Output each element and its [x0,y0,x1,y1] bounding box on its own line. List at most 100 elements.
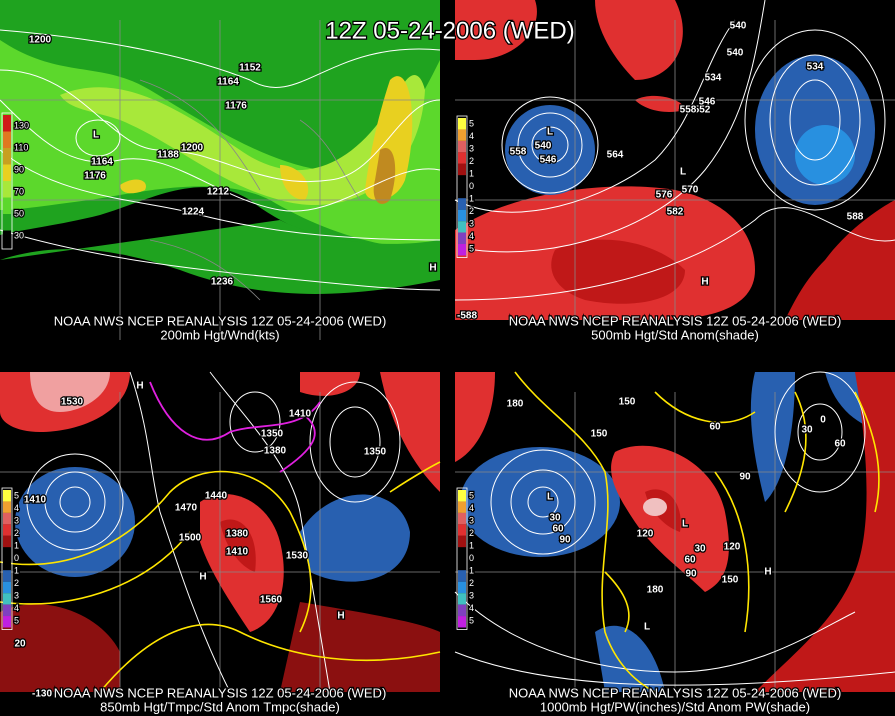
legend-label: 1 [469,566,474,576]
legend-swatch [3,604,11,617]
contour-label: 90 [739,472,751,483]
legend-label: 2 [14,578,19,588]
contour-label: 1152 [239,63,261,74]
legend-label: 30 [14,230,24,240]
contour-label: 90 [685,569,697,580]
caption-line2: 850mb Hgt/Tmpc/Std Anom Tmpc(shade) [100,699,340,714]
legend-label: 0 [14,553,19,563]
contour-label: 30 [549,513,561,524]
contour-label: 1410 [24,495,47,506]
legend-swatch [458,535,466,548]
contour-label: 564 [607,150,624,161]
legend-swatch [3,214,11,231]
legend-label: 5 [469,119,474,129]
legend-swatch [458,524,466,536]
legend-frame [456,487,468,630]
panel-1000mb: NOAA NWS NCEP REANALYSIS 12Z 05-24-2006 … [454,371,895,716]
contour-label: 150 [591,429,608,440]
contour-label: 540 [535,141,552,152]
contour-label: 60 [834,439,846,450]
legend-swatch [3,181,11,198]
legend-swatch [458,118,466,130]
contour-label: 1470 [175,503,198,514]
title: 12Z 05-24-2006 (WED) [325,17,574,44]
legend-label: 2 [469,156,474,166]
contour-label: 90 [559,535,571,546]
contour-label: 60 [552,524,564,535]
legend-label: 1 [14,541,19,551]
legend-label: 4 [469,603,474,613]
contour-label: 1164 [217,77,239,88]
contour-label: 1500 [179,533,202,544]
contour-label: 1410 [226,547,249,558]
legend-label: 3 [469,219,474,229]
legend-swatch [458,152,466,164]
contour-label: H [701,277,708,288]
contour-label: 570 [682,185,699,196]
caption-line1: NOAA NWS NCEP REANALYSIS 12Z 05-24-2006 … [509,685,842,700]
contour-label: L [93,130,99,141]
legend-swatch [458,140,466,153]
legend-label: 70 [14,186,24,196]
legend-swatch [458,616,466,628]
legend-swatch [3,131,11,148]
contour-label: 1200 [29,35,52,46]
legend-label: 3 [14,516,19,526]
legend-label: 4 [14,603,19,613]
contour-label: 150 [722,575,739,586]
legend-swatch [3,570,11,582]
legend-swatch [458,209,466,222]
contour-label: 582 [667,207,684,218]
contour-label: 60 [684,555,696,566]
contour-label: L [547,492,553,503]
legend-swatch [458,221,466,233]
contour-label: H [136,381,143,392]
contour-label: 1200 [181,143,204,154]
legend-swatch [458,129,466,141]
contour-label: 534 [705,73,722,84]
legend-swatch [3,197,11,214]
legend-swatch [458,232,466,245]
contour-label: 1176 [84,171,106,182]
contour-label: L [682,519,688,530]
legend-label: 2 [469,206,474,216]
contour-label: 558 [510,147,527,158]
legend-swatch [3,547,11,559]
contour-label: 576 [656,190,673,201]
legend-label: 0 [469,181,474,191]
legend-label: 1 [469,541,474,551]
legend-label: 2 [14,528,19,538]
legend-swatch [3,512,11,525]
panel-500mb: NOAA NWS NCEP REANALYSIS 12Z 05-24-2006 … [454,0,895,344]
contour-label: 0 [820,415,826,426]
legend-swatch [458,512,466,525]
legend-label: 90 [14,164,24,174]
contour-label: 180 [647,585,664,596]
contour-label: L [547,127,553,138]
panel-850mb: NOAA NWS NCEP REANALYSIS 12Z 05-24-2006 … [0,371,441,716]
contour-label: -130 [32,689,52,700]
legend-label: 5 [14,491,19,501]
legend-label: 2 [469,578,474,588]
legend-label: 4 [14,503,19,513]
contour-label: 180 [507,399,524,410]
contour-label: 30 [801,425,813,436]
contour-label: -588 [457,311,477,322]
legend-label: 130 [14,120,29,130]
legend-swatch [458,558,466,571]
legend-swatch [3,535,11,548]
legend-swatch [3,164,11,181]
legend-swatch [3,490,11,502]
legend-swatch [3,593,11,605]
legend-swatch [458,244,466,256]
legend-swatch [3,616,11,628]
legend-swatch [458,547,466,559]
legend-frame [456,115,468,258]
contour-label: 546 [699,97,716,108]
legend-swatch [3,230,11,247]
contour-label: 1530 [286,551,309,562]
caption-line2: 200mb Hgt/Wnd(kts) [160,327,279,342]
contour-label: 558 [680,105,697,116]
legend-label: 2 [469,528,474,538]
